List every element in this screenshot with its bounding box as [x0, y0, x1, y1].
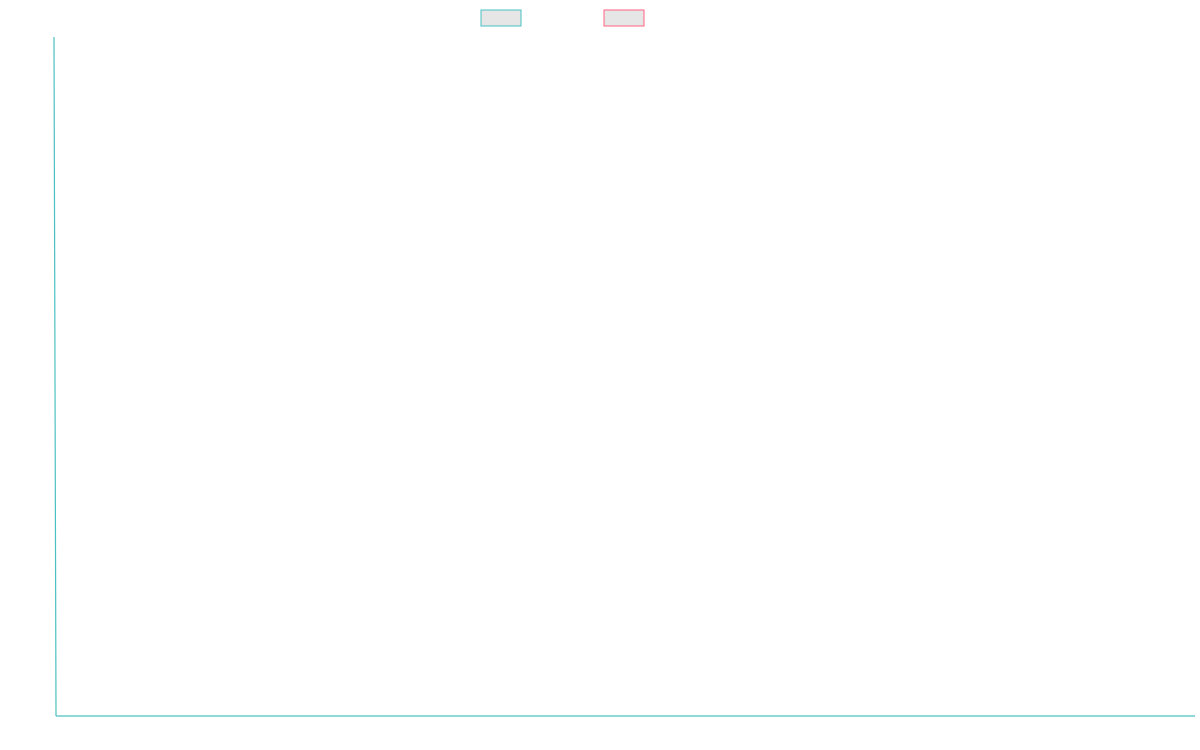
- y-axis-line: [53, 36, 57, 717]
- legend: [480, 9, 645, 27]
- legend-swatch-series-2[interactable]: [603, 9, 645, 27]
- legend-swatch-series-1[interactable]: [480, 9, 522, 27]
